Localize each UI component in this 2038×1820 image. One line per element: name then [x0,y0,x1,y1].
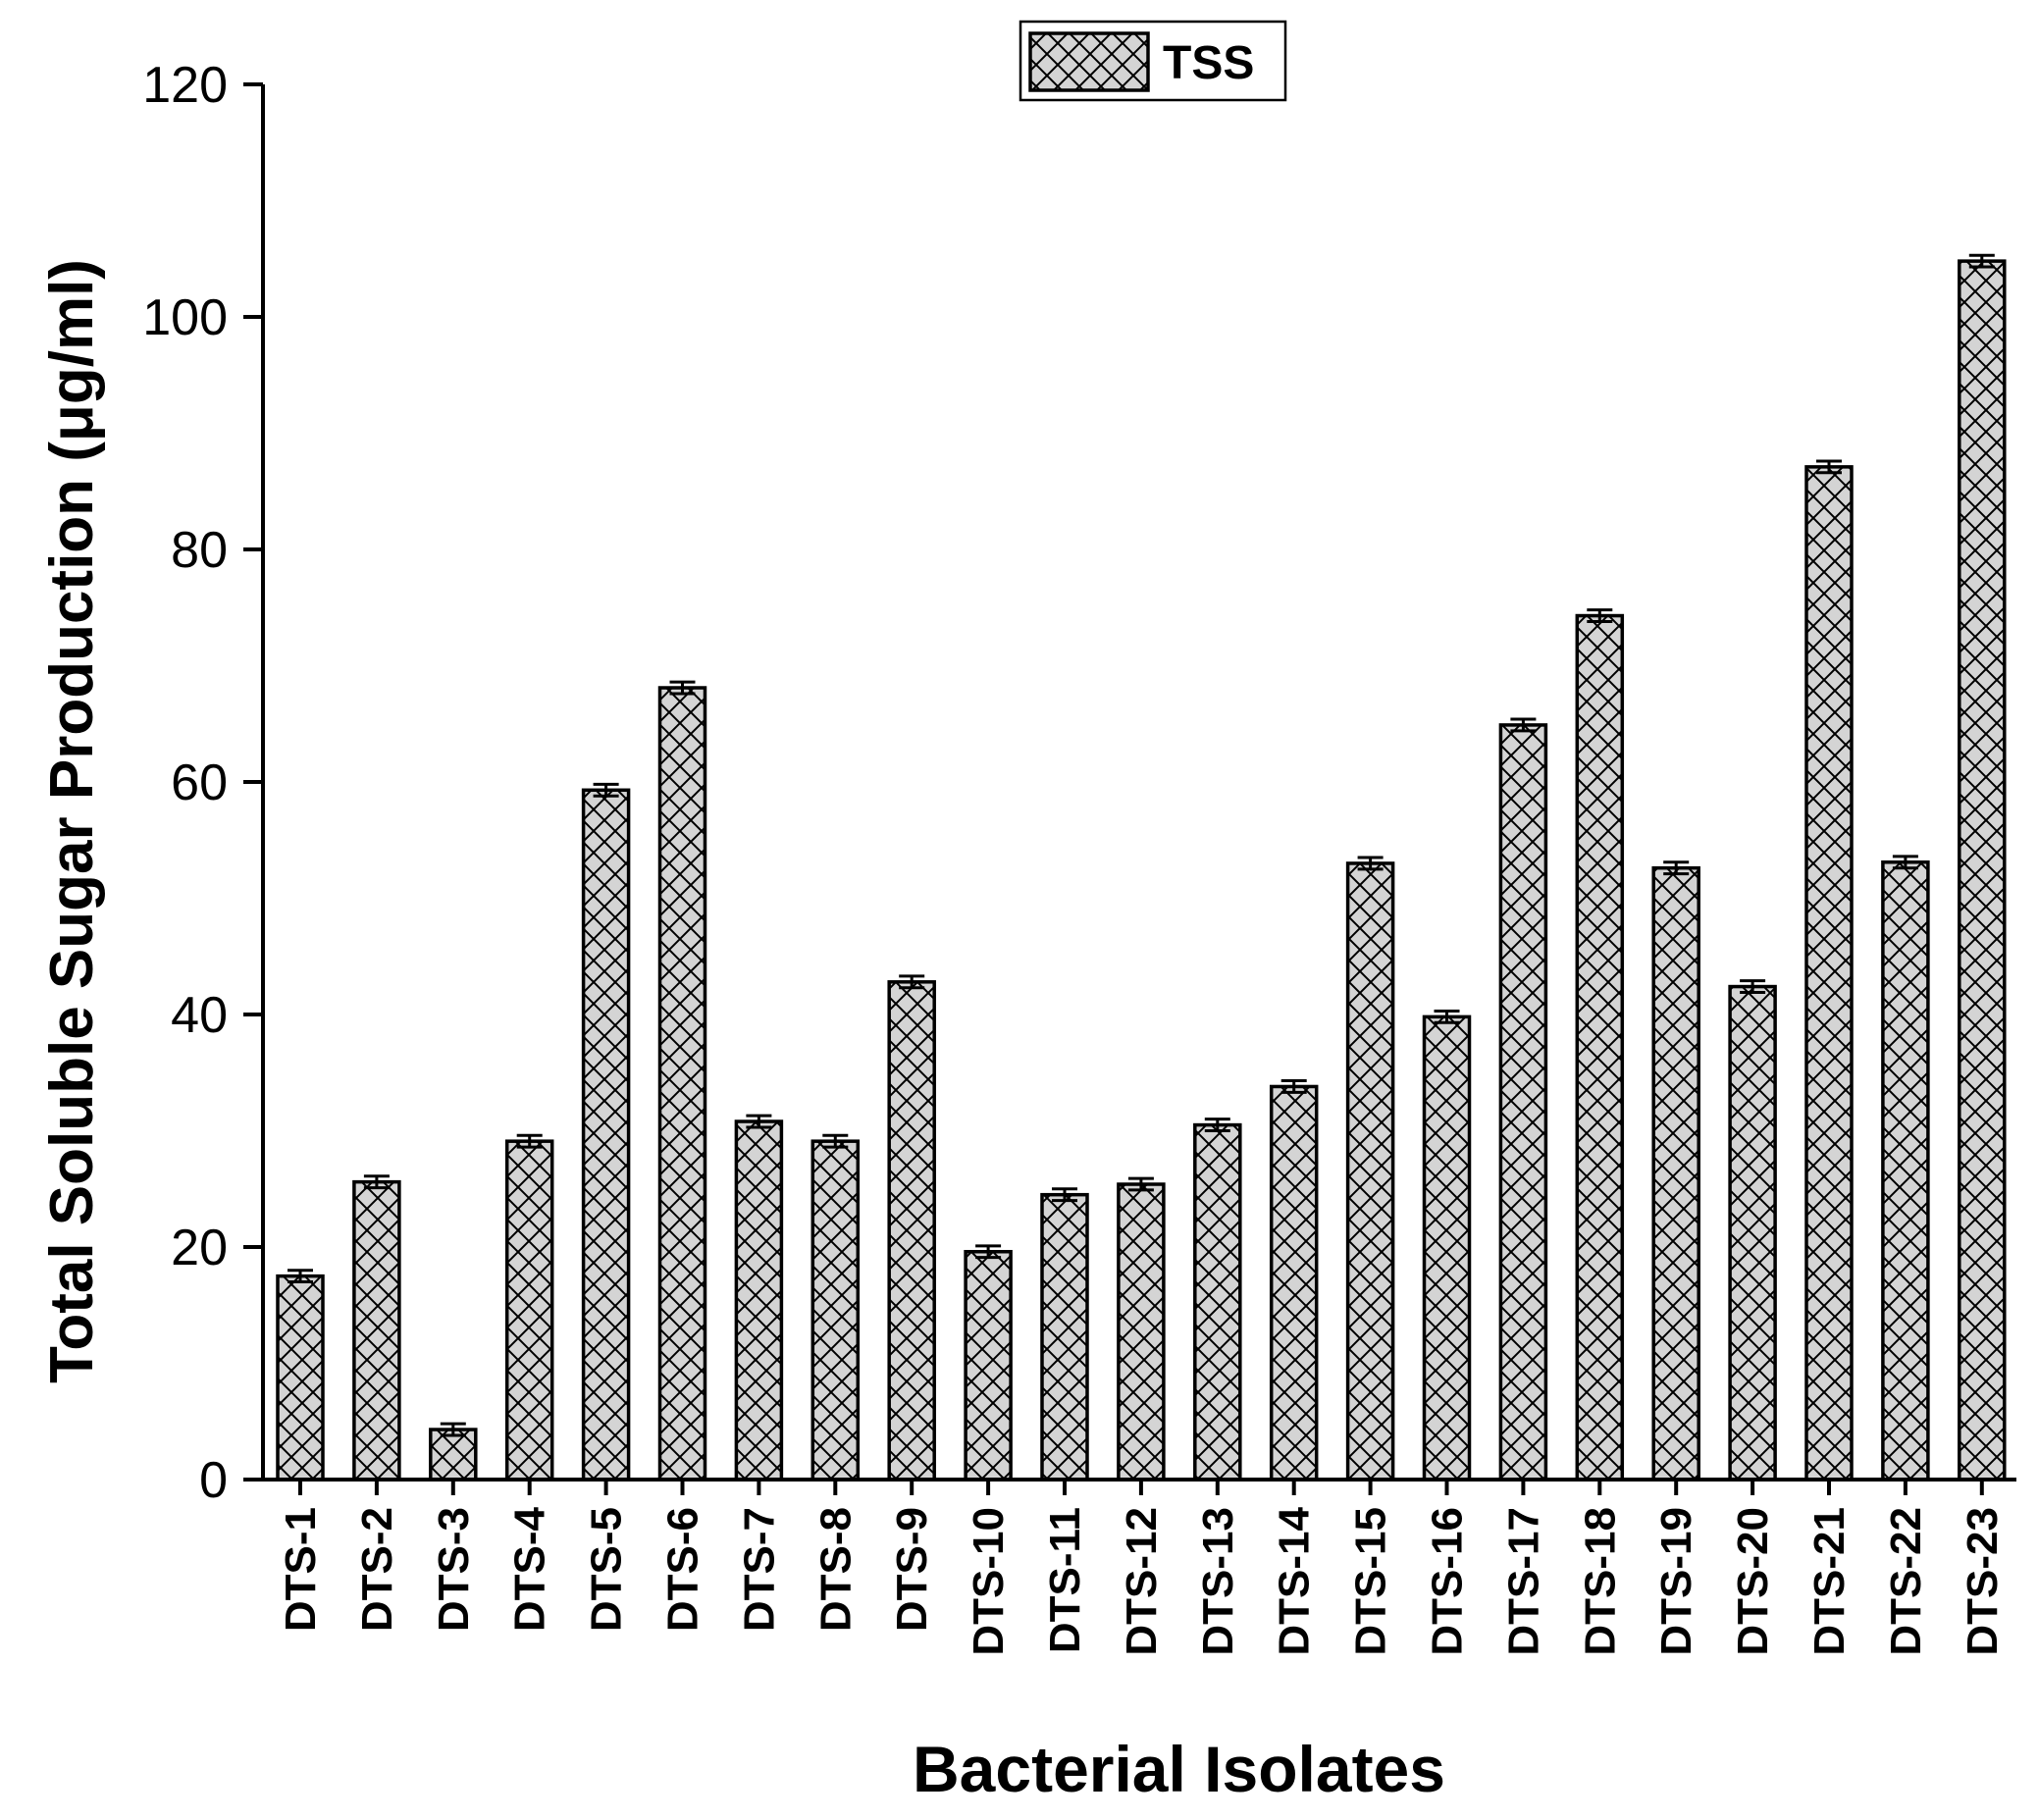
bar-dts-23 [1958,259,2007,1482]
axes-layer [243,82,2016,1495]
bar-dts-15 [1345,861,1395,1482]
error-bar-dts-11 [1052,1187,1077,1203]
y-tick-label: 80 [171,522,228,579]
error-bar-dts-8 [822,1133,849,1149]
error-bar-dts-19 [1663,860,1690,876]
x-tick-label: DTS-10 [965,1507,1013,1656]
x-tick-label: DTS-19 [1652,1507,1700,1656]
x-tick-label: DTS-7 [735,1507,783,1632]
x-tick-label: DTS-8 [811,1507,860,1632]
error-bar-dts-21 [1816,459,1842,475]
y-tick-label: 40 [171,987,228,1044]
bar-dts-18 [1575,613,1625,1482]
x-tick-label: DTS-20 [1729,1507,1777,1656]
bar-dts-12 [1117,1182,1166,1482]
x-tick-label: DTS-16 [1424,1507,1472,1656]
x-tick-label: DTS-3 [430,1507,478,1632]
x-tick-label: DTS-14 [1271,1506,1319,1655]
error-bar-dts-16 [1434,1009,1460,1024]
x-tick-label: DTS-18 [1576,1507,1624,1656]
error-bar-dts-12 [1127,1176,1154,1192]
bar-dts-14 [1269,1084,1319,1482]
x-tick-label: DTS-1 [277,1507,325,1632]
y-tick-label: 100 [142,289,228,346]
x-tick-label: DTS-22 [1882,1507,1930,1656]
y-axis-title: Total Soluble Sugar Production (μg/ml) [38,259,106,1383]
x-tick-label: DTS-5 [583,1507,631,1632]
x-tick-label: DTS-6 [659,1507,707,1632]
bar-dts-11 [1040,1192,1089,1482]
legend-swatch [1028,31,1150,92]
bar-dts-5 [581,788,631,1482]
x-tick-label: DTS-23 [1959,1507,2007,1656]
bar-dts-6 [657,686,707,1482]
error-bar-dts-18 [1587,608,1613,623]
x-tick-label: DTS-4 [506,1506,554,1632]
bar-dts-3 [429,1428,478,1482]
y-tick-label: 20 [171,1220,228,1276]
x-tick-label: DTS-9 [888,1507,936,1632]
bar-dts-21 [1804,465,1854,1482]
y-tick-label: 60 [171,754,228,811]
x-tick-label: DTS-12 [1118,1507,1166,1656]
bar-dts-7 [734,1119,784,1482]
bar-dts-9 [887,980,936,1482]
error-bar-dts-2 [363,1174,390,1190]
bar-dts-2 [352,1179,401,1482]
error-bar-dts-23 [1968,253,1995,269]
error-bar-dts-4 [516,1133,543,1149]
bar-dts-19 [1651,865,1700,1482]
error-bar-dts-9 [899,974,925,990]
bar-dts-8 [810,1139,861,1482]
error-bars-layer [287,253,1995,1437]
y-tick-label: 120 [142,57,228,114]
error-bar-dts-3 [440,1422,466,1437]
error-bar-dts-22 [1892,855,1918,870]
bar-dts-22 [1881,860,1930,1482]
error-bar-dts-20 [1740,979,1766,994]
bar-dts-4 [504,1139,554,1482]
x-tick-label: DTS-21 [1805,1507,1854,1656]
bar-dts-20 [1728,984,1777,1482]
error-bar-dts-15 [1357,856,1384,871]
error-bar-dts-5 [593,782,619,798]
error-bar-dts-17 [1510,717,1537,733]
x-axis-title: Bacterial Isolates [913,1733,1445,1805]
tick-labels-layer: DTS-1 DTS-2 DTS-3 DTS-4 DTS-5 DTS-6 DTS-7 DTS-8… [142,57,2007,1656]
bars-layer [276,259,2007,1482]
bar-dts-10 [964,1249,1013,1482]
x-tick-label: DTS-2 [353,1507,401,1632]
error-bar-dts-10 [975,1244,1002,1260]
error-bar-dts-7 [746,1114,772,1129]
x-tick-label: DTS-17 [1499,1507,1547,1656]
error-bar-dts-1 [287,1269,313,1284]
x-tick-label: DTS-13 [1194,1507,1242,1656]
x-tick-label: DTS-11 [1041,1507,1089,1653]
error-bar-dts-14 [1280,1079,1307,1094]
x-tick-label: DTS-15 [1347,1507,1395,1656]
error-bar-dts-13 [1204,1118,1230,1132]
y-tick-label: 0 [199,1452,228,1509]
bar-dts-1 [276,1274,325,1482]
legend-label: TSS [1163,37,1254,89]
error-bar-dts-6 [669,680,696,696]
bar-dts-13 [1193,1122,1242,1482]
bar-dts-16 [1422,1014,1472,1482]
legend: TSS [1019,20,1287,102]
bar-dts-17 [1498,723,1548,1482]
